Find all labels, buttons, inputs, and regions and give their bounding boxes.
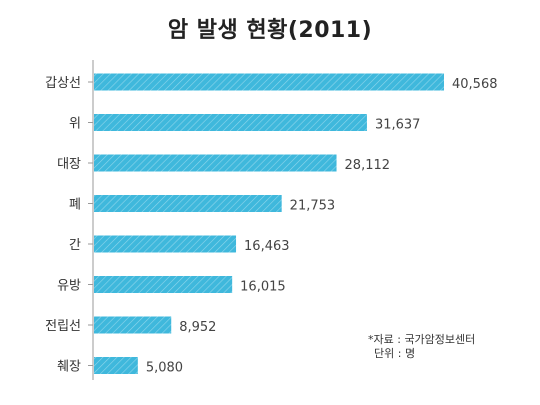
value-label: 16,015 (240, 280, 286, 295)
bar-5 (94, 235, 237, 253)
bar-4 (94, 195, 282, 212)
unit-note: 단위 : 명 (374, 347, 416, 360)
value-label: 16,463 (244, 239, 290, 254)
category-label: 갑상선 (45, 76, 81, 91)
value-label: 28,112 (345, 158, 391, 173)
value-label: 40,568 (452, 77, 498, 92)
category-label: 전립선 (45, 319, 81, 334)
bar-2 (94, 114, 367, 131)
bar-3 (94, 154, 337, 172)
value-label: 5,080 (146, 361, 183, 376)
source-note: *자료 : 국가암정보센터 (368, 333, 476, 346)
bar-6 (94, 276, 233, 293)
bar-1 (94, 73, 444, 91)
value-label: 31,637 (375, 118, 421, 133)
category-label: 대장 (57, 157, 81, 172)
chart-note: *자료 : 국가암정보센터 단위 : 명 (368, 333, 475, 361)
bar-8 (94, 357, 138, 374)
category-label: 위 (69, 117, 81, 132)
category-label: 간 (69, 238, 81, 253)
category-label: 폐 (69, 198, 81, 213)
chart-title: 암 발생 현황(2011) (167, 18, 373, 43)
value-label: 21,753 (290, 199, 336, 214)
category-label: 유방 (57, 279, 81, 294)
bar-7 (94, 316, 172, 334)
value-label: 8,952 (179, 320, 216, 335)
category-label: 췌장 (57, 360, 81, 375)
